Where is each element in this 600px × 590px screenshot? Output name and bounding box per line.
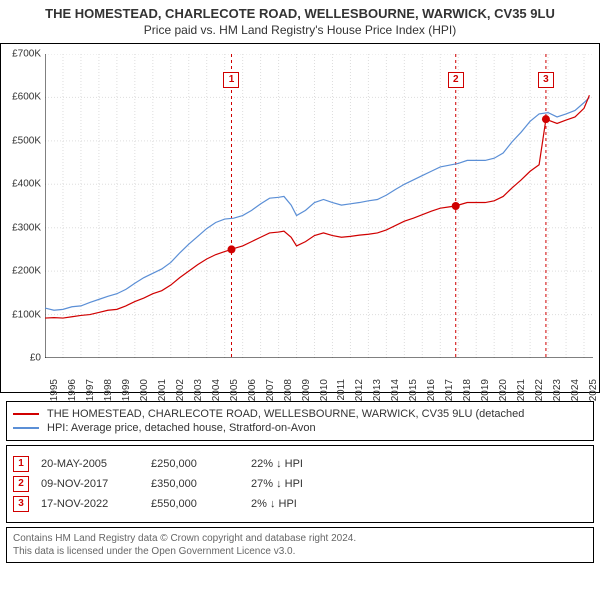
data-points-table: 1 20-MAY-2005£250,00022% ↓ HPI 2 09-NOV-201… (6, 445, 594, 523)
x-tick-label: 1999 (121, 379, 132, 401)
y-tick-label: £500K (3, 135, 41, 146)
legend-swatch (13, 427, 39, 429)
x-tick-label: 2016 (426, 379, 437, 401)
data-point-row: 2 09-NOV-2017£350,00027% ↓ HPI (13, 476, 587, 492)
x-tick-label: 1996 (67, 379, 78, 401)
x-tick-label: 2024 (570, 379, 581, 401)
data-point-pct: 2% ↓ HPI (251, 498, 351, 510)
x-tick-label: 2009 (301, 379, 312, 401)
x-tick-label: 2022 (534, 379, 545, 401)
plot-region (45, 54, 593, 358)
x-tick-label: 2000 (139, 379, 150, 401)
y-tick-label: £300K (3, 222, 41, 233)
chart-title: THE HOMESTEAD, CHARLECOTE ROAD, WELLESBO… (0, 0, 600, 21)
x-tick-label: 2002 (175, 379, 186, 401)
x-tick-label: 2001 (157, 379, 168, 401)
x-tick-label: 2003 (193, 379, 204, 401)
data-point-id-box: 2 (13, 476, 29, 492)
data-point-row: 3 17-NOV-2022£550,0002% ↓ HPI (13, 496, 587, 512)
sale-marker-box: 2 (448, 72, 464, 88)
legend-label: HPI: Average price, detached house, Stra… (47, 422, 316, 434)
x-tick-label: 2011 (336, 379, 347, 401)
y-tick-label: £200K (3, 266, 41, 277)
footer-line-2: This data is licensed under the Open Gov… (13, 545, 587, 558)
legend: THE HOMESTEAD, CHARLECOTE ROAD, WELLESBO… (6, 401, 594, 441)
x-tick-label: 2013 (372, 379, 383, 401)
data-point-row: 1 20-MAY-2005£250,00022% ↓ HPI (13, 456, 587, 472)
x-tick-label: 2010 (319, 379, 330, 401)
y-tick-label: £100K (3, 309, 41, 320)
y-tick-label: £400K (3, 179, 41, 190)
x-tick-label: 1997 (85, 379, 96, 401)
footer-line-1: Contains HM Land Registry data © Crown c… (13, 532, 587, 545)
footer: Contains HM Land Registry data © Crown c… (6, 527, 594, 563)
x-tick-label: 1998 (103, 379, 114, 401)
sale-marker-box: 3 (538, 72, 554, 88)
y-tick-label: £0 (3, 353, 41, 364)
sale-marker-box: 1 (223, 72, 239, 88)
x-tick-label: 2017 (444, 379, 455, 401)
x-tick-label: 2019 (480, 379, 491, 401)
data-point-id-box: 1 (13, 456, 29, 472)
data-point-pct: 27% ↓ HPI (251, 478, 351, 490)
data-point-price: £550,000 (151, 498, 251, 510)
x-tick-label: 2004 (211, 379, 222, 401)
data-point-price: £250,000 (151, 458, 251, 470)
x-tick-label: 2021 (516, 379, 527, 401)
plot-svg (45, 54, 593, 358)
y-tick-label: £600K (3, 92, 41, 103)
x-tick-label: 2018 (462, 379, 473, 401)
data-point-pct: 22% ↓ HPI (251, 458, 351, 470)
data-point-price: £350,000 (151, 478, 251, 490)
x-tick-label: 2008 (283, 379, 294, 401)
legend-label: THE HOMESTEAD, CHARLECOTE ROAD, WELLESBO… (47, 408, 524, 420)
data-point-date: 17-NOV-2022 (41, 498, 151, 510)
data-point-date: 09-NOV-2017 (41, 478, 151, 490)
x-tick-label: 2015 (408, 379, 419, 401)
x-tick-label: 2007 (265, 379, 276, 401)
y-tick-label: £700K (3, 49, 41, 60)
chart-container: THE HOMESTEAD, CHARLECOTE ROAD, WELLESBO… (0, 0, 600, 563)
chart-subtitle: Price paid vs. HM Land Registry's House … (0, 21, 600, 43)
x-tick-label: 2020 (498, 379, 509, 401)
x-tick-label: 2023 (552, 379, 563, 401)
legend-row: HPI: Average price, detached house, Stra… (13, 422, 587, 434)
legend-swatch (13, 413, 39, 415)
x-tick-label: 2025 (588, 379, 599, 401)
x-tick-label: 2005 (229, 379, 240, 401)
x-tick-label: 2006 (247, 379, 258, 401)
chart-area: £0£100K£200K£300K£400K£500K£600K£700K199… (0, 43, 600, 393)
data-point-date: 20-MAY-2005 (41, 458, 151, 470)
legend-row: THE HOMESTEAD, CHARLECOTE ROAD, WELLESBO… (13, 408, 587, 420)
x-tick-label: 1995 (49, 379, 60, 401)
x-tick-label: 2014 (390, 379, 401, 401)
x-tick-label: 2012 (354, 379, 365, 401)
data-point-id-box: 3 (13, 496, 29, 512)
